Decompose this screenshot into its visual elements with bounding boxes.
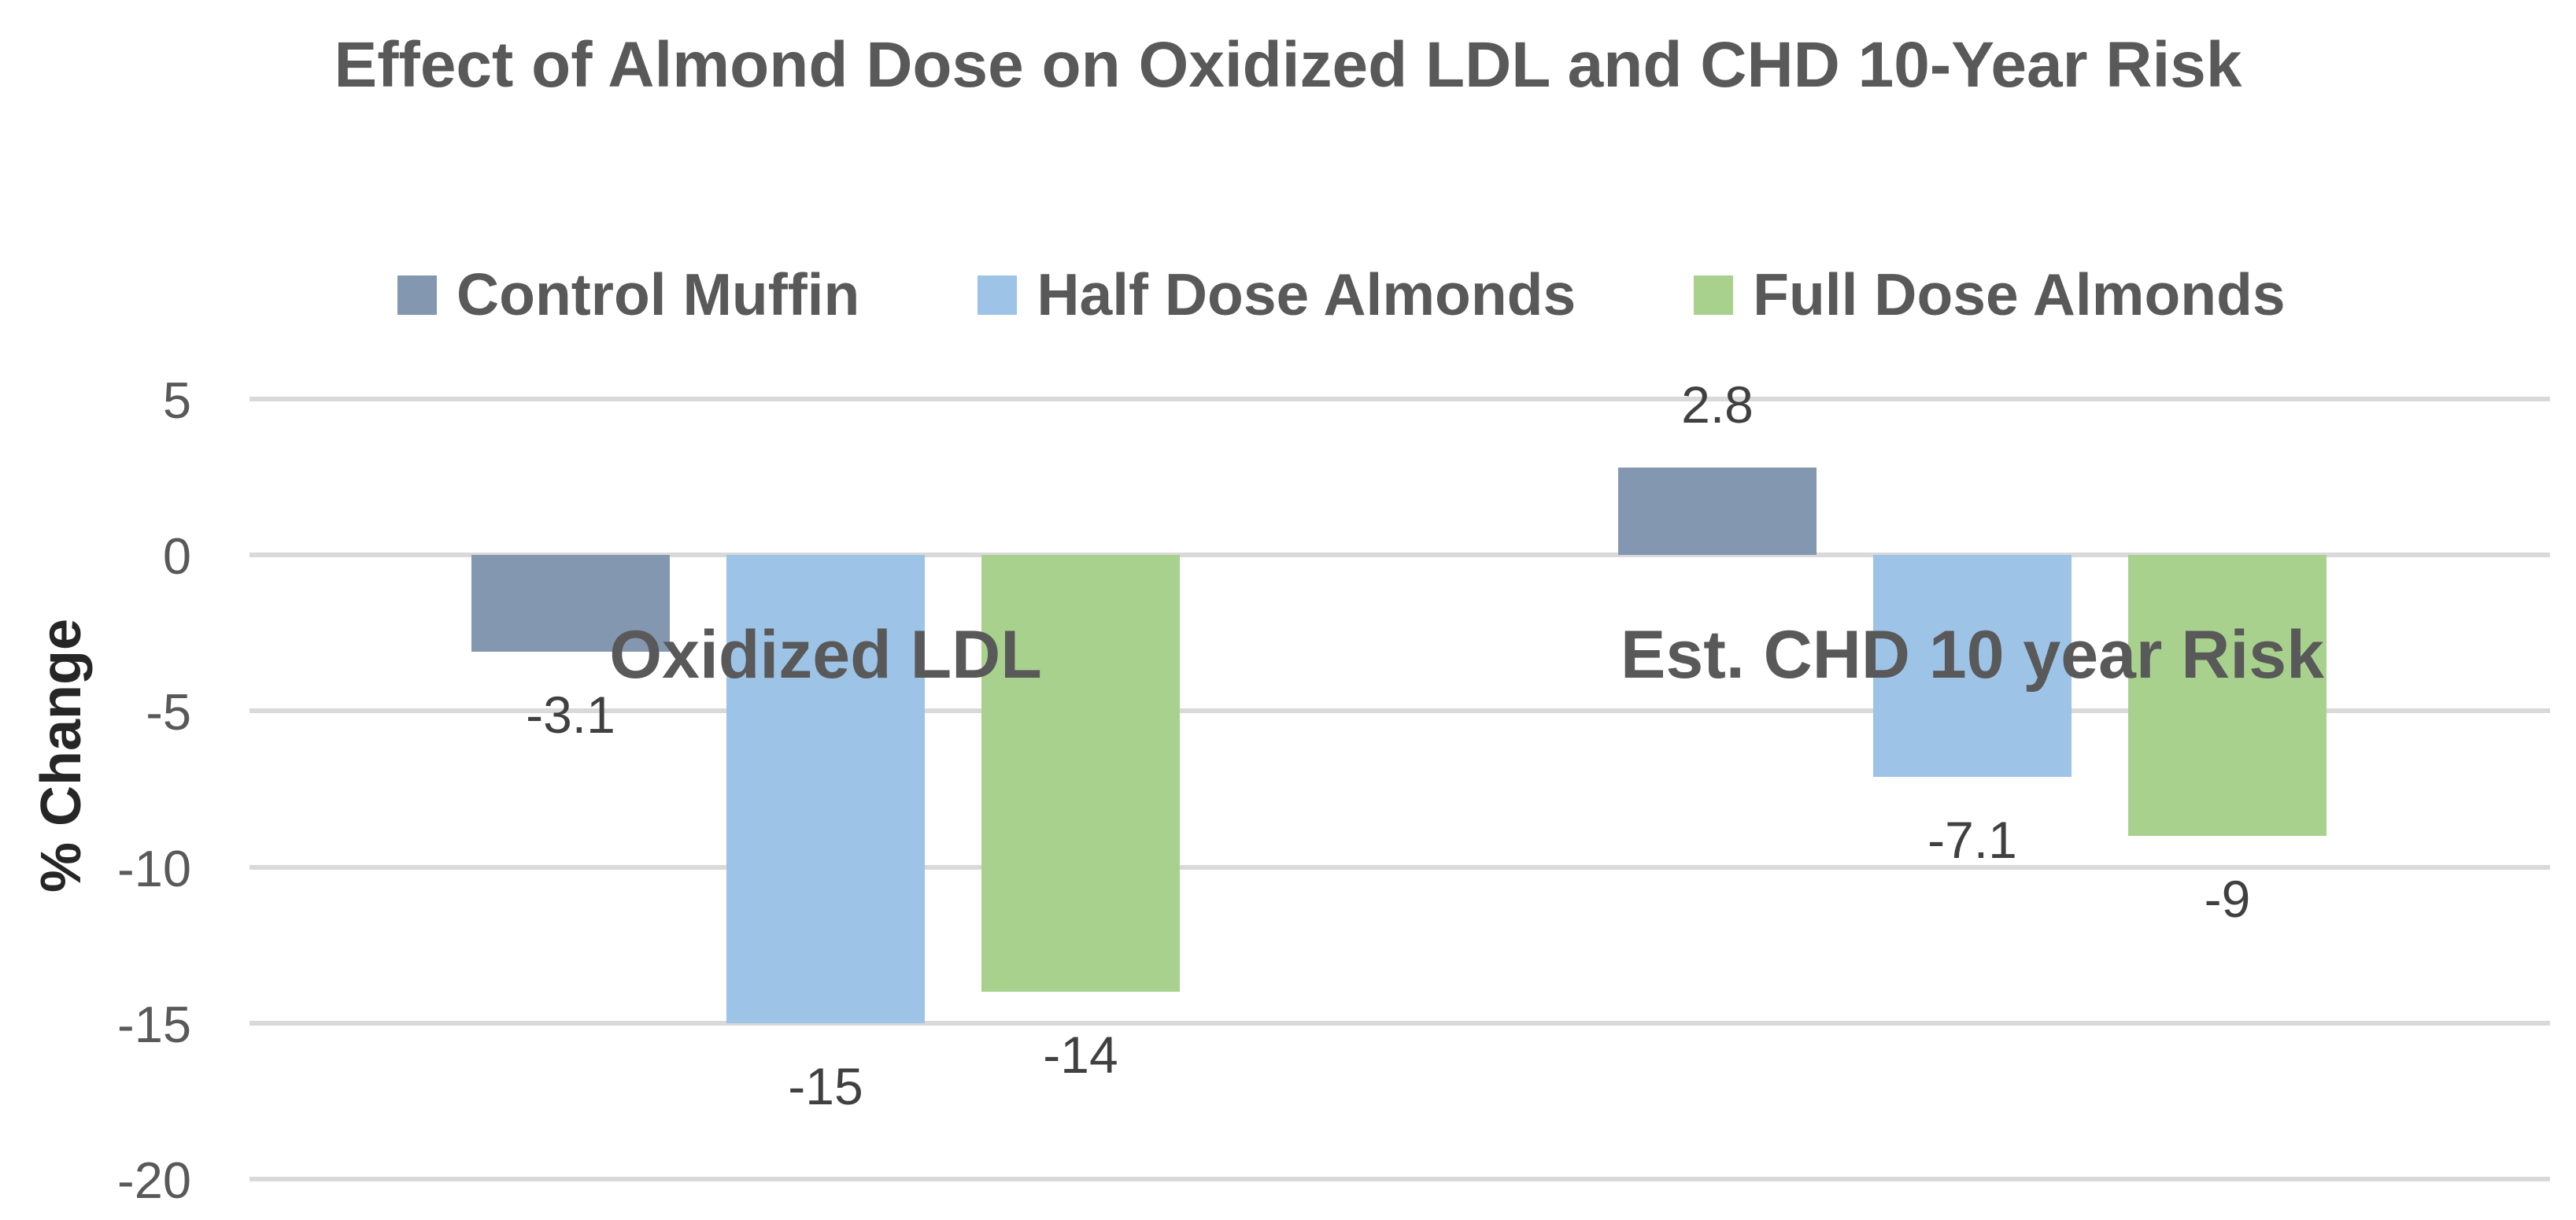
y-axis-tick-label: 5	[162, 371, 191, 429]
bar-control-muffin-est-chd-10-year-risk	[1618, 467, 1817, 555]
legend: Control Muffin Half Dose Almonds Full Dose…	[397, 265, 2286, 324]
bar-control-muffin-oxidized-ldl	[471, 555, 670, 652]
bar-half-dose-almonds-est-chd-10-year-risk	[1873, 555, 2072, 777]
bar-full-dose-almonds-oxidized-ldl	[981, 555, 1180, 993]
y-axis-tick-label: -15	[117, 995, 191, 1053]
y-axis-tick-label: -10	[117, 839, 191, 897]
y-axis-title: % Change	[30, 618, 93, 893]
gridline	[249, 1020, 2550, 1026]
gridline	[249, 708, 2550, 714]
data-label-full-dose-almonds-oxidized-ldl: -14	[1043, 1026, 1118, 1085]
legend-swatch-full-dose-almonds	[1694, 275, 1734, 315]
data-label-control-muffin-oxidized-ldl: -3.1	[526, 685, 615, 744]
y-axis-tick-label: -20	[117, 1152, 191, 1209]
gridline	[249, 396, 2550, 401]
legend-label-control-muffin: Control Muffin	[456, 261, 860, 327]
data-label-control-muffin-est-chd-10-year-risk: 2.8	[1681, 375, 1754, 434]
y-axis-tick-label: -5	[146, 683, 191, 741]
gridline	[249, 553, 2550, 557]
category-label-oxidized-ldl: Oxidized LDL	[609, 617, 1042, 693]
legend-label-full-dose-almonds: Full Dose Almonds	[1753, 261, 2286, 327]
category-label-est-chd-10-year-risk: Est. CHD 10 year Risk	[1621, 617, 2324, 693]
data-label-full-dose-almonds-est-chd-10-year-risk: -9	[2204, 869, 2251, 928]
gridline	[249, 864, 2550, 870]
legend-item-full-dose-almonds: Full Dose Almonds	[1694, 261, 2286, 327]
gridline	[249, 1177, 2550, 1181]
legend-label-half-dose-almonds: Half Dose Almonds	[1037, 261, 1576, 327]
legend-item-half-dose-almonds: Half Dose Almonds	[978, 265, 1576, 324]
chart-title: Effect of Almond Dose on Oxidized LDL an…	[334, 29, 2242, 101]
data-label-half-dose-almonds-est-chd-10-year-risk: -7.1	[1927, 810, 2017, 869]
legend-swatch-half-dose-almonds	[978, 275, 1018, 315]
y-axis-tick-label: 0	[162, 527, 191, 585]
legend-swatch-control-muffin	[397, 275, 437, 315]
data-label-half-dose-almonds-oxidized-ldl: -15	[788, 1056, 863, 1115]
legend-item-control-muffin: Control Muffin	[397, 265, 859, 324]
bar-half-dose-almonds-oxidized-ldl	[726, 555, 925, 1023]
bar-full-dose-almonds-est-chd-10-year-risk	[2128, 555, 2327, 836]
